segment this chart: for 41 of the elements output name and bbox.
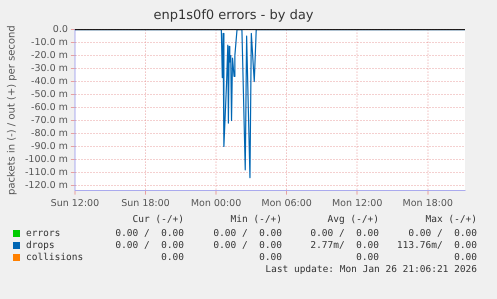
x-tick-label: Mon 12:00 <box>332 198 382 209</box>
text: Last update: Mon Jan 26 21:06:21 2026 <box>265 264 477 275</box>
text: 0.00 / 0.00 <box>310 228 379 239</box>
legend-label: errors <box>26 228 60 239</box>
text: 113.76m/ 0.00 <box>396 240 477 251</box>
text: 2.77m/ 0.00 <box>310 240 379 251</box>
text: 0.00 <box>356 252 379 263</box>
x-tick-label: Sun 18:00 <box>121 198 170 209</box>
y-tick-label: -30.0 m <box>31 63 68 74</box>
legend-label: drops <box>26 240 55 251</box>
y-tick-label: -70.0 m <box>31 114 68 126</box>
x-tick-label: Mon 06:00 <box>261 198 312 209</box>
text: Max (-/+) <box>426 214 477 225</box>
x-tick-label: Sun 12:00 <box>50 198 100 209</box>
chart-title: enp1s0f0 errors - by day <box>154 8 314 24</box>
x-tick-label: Mon 00:00 <box>190 198 242 209</box>
y-tick-label: 0.0 <box>52 24 68 36</box>
text: Avg (-/+) <box>328 214 379 225</box>
text: 0.00 / 0.00 <box>213 240 282 251</box>
legend-label: collisions <box>26 252 84 263</box>
text: 0.00 / 0.00 <box>408 228 477 239</box>
y-tick-label: -20.0 m <box>31 50 68 62</box>
y-tick-label: -100.0 m <box>24 154 68 165</box>
y-tick-label: -10.0 m <box>31 37 68 48</box>
y-tick-label: -110.0 m <box>24 166 68 178</box>
text: Cur (-/+) <box>132 214 184 225</box>
text: 0.00 <box>454 252 477 263</box>
text: 0.00 <box>161 252 184 263</box>
x-tick-label: Mon 18:00 <box>402 198 453 209</box>
text: 0.00 / 0.00 <box>115 228 184 239</box>
text: Min (-/+) <box>230 214 282 225</box>
text: 0.00 <box>259 252 282 263</box>
text: 0.00 / 0.00 <box>213 228 282 239</box>
y-axis-title: packets in (-) / out (+) per second <box>6 25 18 195</box>
y-tick-label: -50.0 m <box>31 88 68 100</box>
y-tick-label: -80.0 m <box>31 128 68 139</box>
text: 0.00 / 0.00 <box>115 240 184 251</box>
y-tick-label: -120.0 m <box>24 180 68 191</box>
y-tick-label: -90.0 m <box>31 140 68 152</box>
y-tick-label: -60.0 m <box>31 102 68 113</box>
y-tick-label: -40.0 m <box>31 76 68 88</box>
